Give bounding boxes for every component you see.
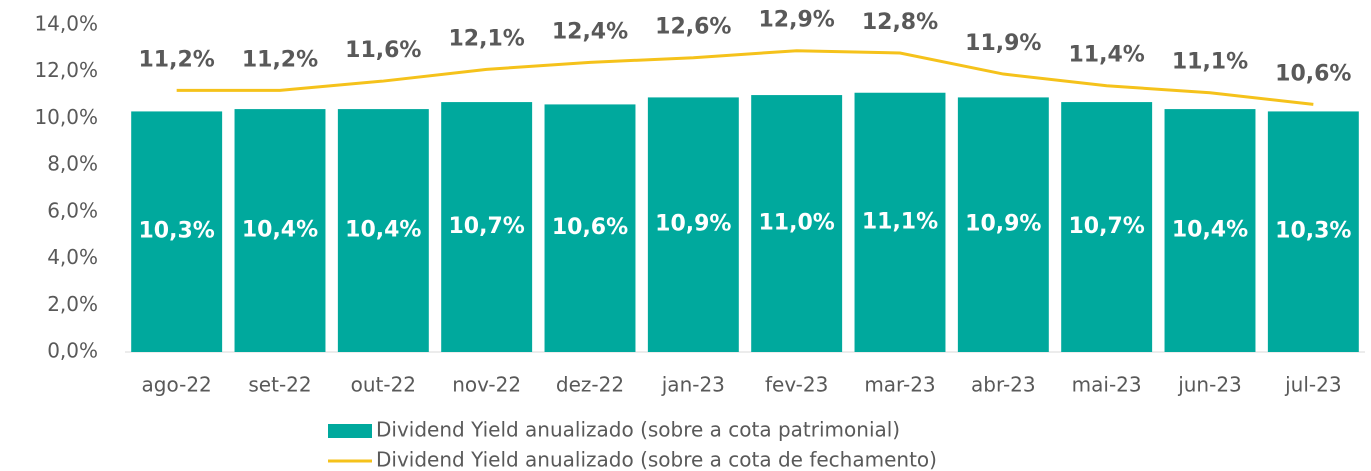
y-tick-label: 8,0% [47, 152, 98, 176]
line-label: 11,4% [1069, 43, 1145, 68]
y-tick-label: 10,0% [34, 105, 98, 129]
bar [234, 109, 326, 352]
bar [441, 102, 533, 352]
bar-label: 10,9% [655, 212, 731, 237]
bar-label: 10,4% [345, 218, 421, 243]
x-tick-label: jan-23 [661, 373, 725, 397]
line-label: 10,6% [1275, 61, 1351, 86]
bar [337, 109, 429, 352]
bar-label: 11,0% [759, 211, 835, 236]
x-tick-label: dez-22 [556, 373, 624, 397]
y-tick-label: 6,0% [47, 198, 98, 222]
line-label: 11,2% [139, 47, 215, 72]
bar [1267, 111, 1359, 353]
bar [957, 97, 1049, 353]
y-tick-label: 12,0% [34, 58, 98, 82]
legend-label: Dividend Yield anualizado (sobre a cota … [376, 448, 937, 471]
bar [131, 111, 223, 353]
bar-label: 10,7% [1069, 214, 1145, 239]
line-label: 12,6% [655, 15, 731, 40]
bar [647, 97, 739, 353]
bar [751, 95, 843, 353]
x-tick-label: mai-23 [1072, 373, 1142, 397]
bar [544, 104, 636, 353]
bar [1061, 102, 1153, 352]
line-label: 11,1% [1172, 50, 1248, 75]
line-label: 12,8% [862, 10, 938, 35]
line-label: 11,6% [345, 38, 421, 63]
line-label: 11,9% [965, 31, 1041, 56]
bar-label: 11,1% [862, 209, 938, 234]
y-tick-label: 0,0% [47, 339, 98, 363]
bar [1164, 109, 1256, 352]
x-tick-label: fev-23 [765, 373, 828, 397]
line [176, 49, 1314, 106]
x-tick-label: out-22 [351, 373, 416, 397]
bar-label: 10,3% [1275, 219, 1351, 244]
bar-label: 10,6% [552, 215, 628, 240]
bar-label: 10,4% [242, 218, 318, 243]
legend-label: Dividend Yield anualizado (sobre a cota … [376, 418, 900, 442]
line-label: 12,9% [759, 8, 835, 33]
line-label: 11,2% [242, 47, 318, 72]
bar-label: 10,3% [139, 219, 215, 244]
bar-label: 10,9% [965, 212, 1041, 237]
x-tick-label: jun-23 [1177, 373, 1242, 397]
y-tick-label: 4,0% [47, 245, 98, 269]
x-tick-label: mar-23 [864, 373, 935, 397]
line-label: 12,1% [449, 26, 525, 51]
y-tick-label: 14,0% [34, 12, 98, 36]
bar-label: 10,7% [449, 214, 525, 239]
bar [854, 92, 946, 352]
x-tick-label: ago-22 [142, 373, 212, 397]
line-label: 12,4% [552, 19, 628, 44]
x-tick-label: set-22 [248, 373, 311, 397]
x-tick-label: nov-22 [452, 373, 521, 397]
x-tick-label: jul-23 [1284, 373, 1341, 397]
legend-swatch [328, 424, 372, 438]
y-tick-label: 2,0% [47, 292, 98, 316]
x-tick-label: abr-23 [971, 373, 1036, 397]
bar-label: 10,4% [1172, 218, 1248, 243]
